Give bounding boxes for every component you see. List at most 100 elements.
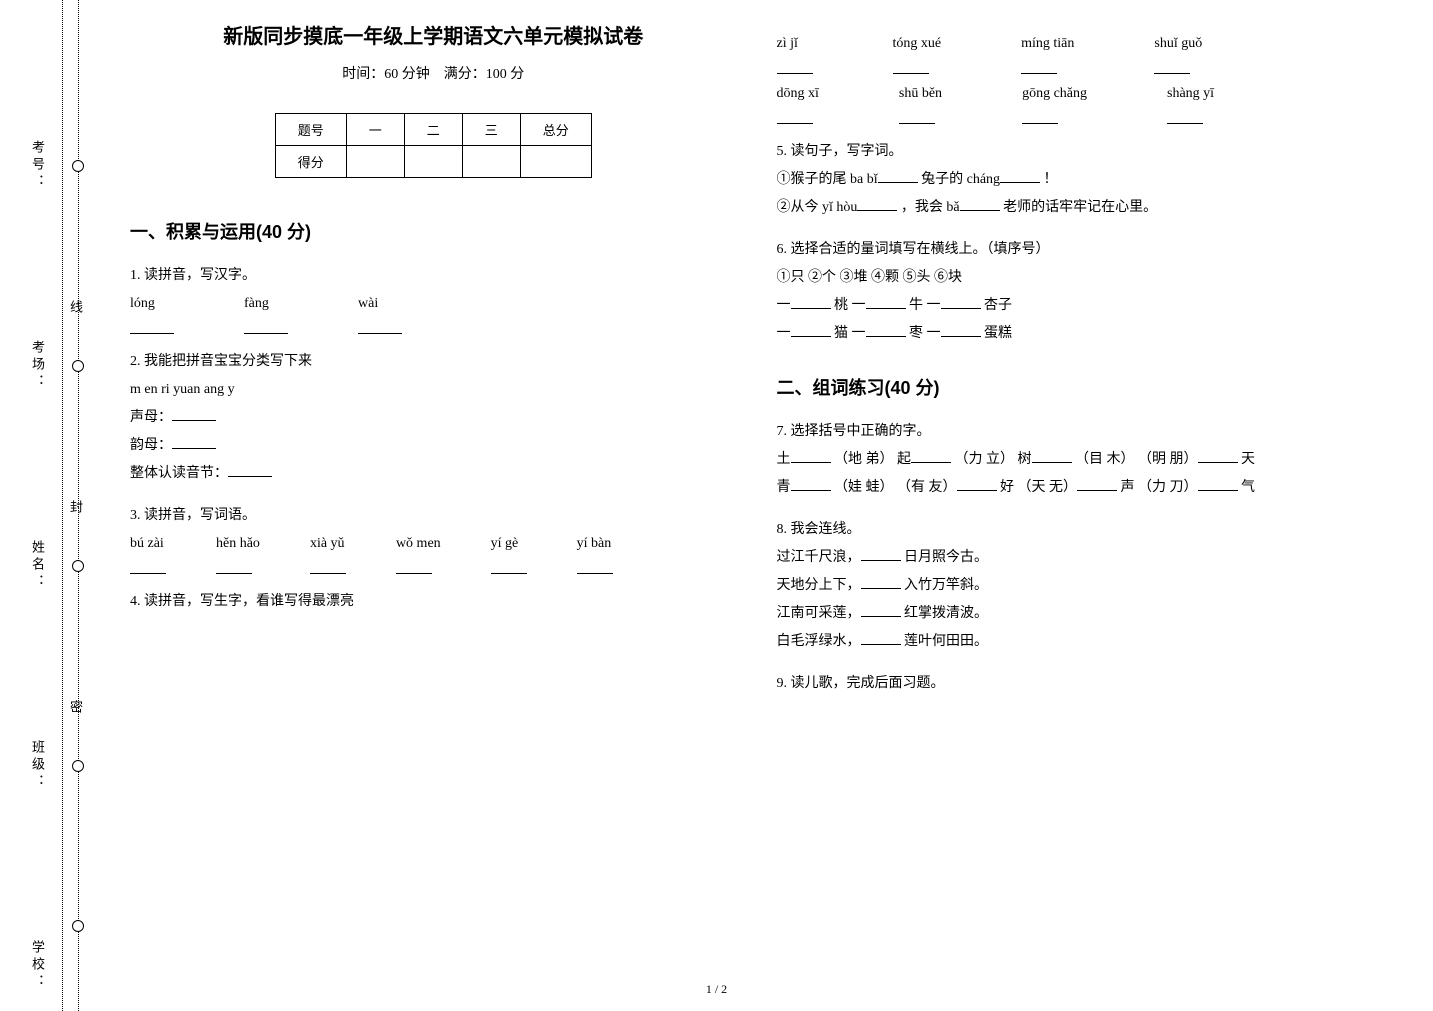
q2-label: 韵母： — [130, 438, 172, 453]
answer-blank[interactable] — [172, 435, 216, 449]
answer-blank[interactable] — [861, 644, 901, 645]
q8-pair: 过江千尺浪， 日月照今古。 — [777, 544, 1384, 572]
score-cell[interactable] — [346, 146, 404, 178]
binding-label-name: 姓名： — [28, 540, 47, 591]
q6-text: 一 — [777, 298, 791, 313]
answer-blank[interactable] — [941, 336, 981, 337]
answer-blank[interactable] — [1198, 462, 1238, 463]
q5-text: 兔子的 cháng — [921, 172, 1000, 187]
q1-item: lóng — [130, 290, 174, 334]
score-cell[interactable] — [462, 146, 520, 178]
q5-text: ①猴子的尾 ba bǐ — [777, 172, 878, 187]
q4-pinyin: shuǐ guǒ — [1154, 30, 1202, 58]
q3-item: bú zài — [130, 530, 166, 574]
q3-stem: 3. 读拼音，写词语。 — [130, 502, 737, 530]
answer-blank[interactable] — [861, 588, 901, 589]
q1-pinyin: fàng — [244, 290, 269, 318]
answer-blank[interactable] — [130, 320, 174, 334]
q8-right: 莲叶何田田。 — [904, 634, 988, 649]
q4-item: shū běn — [899, 80, 942, 124]
score-col-2: 二 — [404, 114, 462, 146]
answer-blank[interactable] — [244, 320, 288, 334]
q3-item: yí gè — [491, 530, 527, 574]
answer-blank[interactable] — [491, 560, 527, 574]
answer-blank[interactable] — [1032, 462, 1072, 463]
q7-line1: 土 （地 弟） 起 （力 立） 树 （目 木） （明 朋） 天 — [777, 446, 1384, 474]
answer-blank[interactable] — [791, 462, 831, 463]
answer-blank[interactable] — [941, 308, 981, 309]
answer-blank[interactable] — [228, 463, 272, 477]
q8-pair: 白毛浮绿水， 莲叶何田田。 — [777, 628, 1384, 656]
answer-blank[interactable] — [791, 308, 831, 309]
q7-text: 好 （天 无） — [1000, 480, 1077, 495]
q8-pair: 天地分上下， 入竹万竿斜。 — [777, 572, 1384, 600]
q1-item: fàng — [244, 290, 288, 334]
answer-blank[interactable] — [172, 407, 216, 421]
q6-text: 桃 一 — [834, 298, 866, 313]
q2-line-zhengti: 整体认读音节： — [130, 460, 737, 488]
answer-blank[interactable] — [866, 336, 906, 337]
answer-blank[interactable] — [1167, 110, 1203, 124]
q6-text: 蛋糕 — [984, 326, 1012, 341]
answer-blank[interactable] — [130, 560, 166, 574]
answer-blank[interactable] — [899, 110, 935, 124]
q1-pinyin: lóng — [130, 290, 155, 318]
answer-blank[interactable] — [1000, 182, 1040, 183]
exam-title: 新版同步摸底一年级上学期语文六单元模拟试卷 — [130, 20, 737, 49]
answer-blank[interactable] — [861, 560, 901, 561]
q1-item: wài — [358, 290, 402, 334]
q5-text: ！ — [1044, 172, 1058, 187]
left-column: 新版同步摸底一年级上学期语文六单元模拟试卷 时间：60 分钟 满分：100 分 … — [110, 20, 757, 971]
answer-blank[interactable] — [216, 560, 252, 574]
score-col-1: 一 — [346, 114, 404, 146]
answer-blank[interactable] — [1077, 490, 1117, 491]
q3-item: wǒ men — [396, 530, 441, 574]
q3-item: hěn hǎo — [216, 530, 260, 574]
section-2-head: 二、组词练习(40 分) — [777, 374, 1384, 400]
answer-blank[interactable] — [861, 616, 901, 617]
q7-line2: 青 （娃 蛙） （有 友） 好 （天 无） 声 （力 刀） 气 — [777, 474, 1384, 502]
answer-blank[interactable] — [358, 320, 402, 334]
answer-blank[interactable] — [777, 110, 813, 124]
q7-text: 土 — [777, 452, 791, 467]
answer-blank[interactable] — [911, 462, 951, 463]
answer-blank[interactable] — [577, 560, 613, 574]
q6-stem: 6. 选择合适的量词填写在横线上。（填序号） — [777, 236, 1384, 264]
q4-item: shuǐ guǒ — [1154, 30, 1202, 74]
answer-blank[interactable] — [1021, 60, 1057, 74]
q2: 2. 我能把拼音宝宝分类写下来 m en ri yuan ang y 声母： 韵… — [130, 348, 737, 488]
answer-blank[interactable] — [878, 182, 918, 183]
q3-item: yí bàn — [577, 530, 613, 574]
answer-blank[interactable] — [866, 308, 906, 309]
q3-pinyin: xià yǔ — [310, 530, 345, 558]
answer-blank[interactable] — [957, 490, 997, 491]
answer-blank[interactable] — [791, 336, 831, 337]
answer-blank[interactable] — [777, 60, 813, 74]
q4-pinyin-row: dōng xī shū běn gōng chǎng shàng yī — [777, 80, 1384, 124]
q4-pinyin: gōng chǎng — [1022, 80, 1087, 108]
answer-blank[interactable] — [857, 210, 897, 211]
section-1-head: 一、积累与运用(40 分) — [130, 218, 737, 244]
answer-blank[interactable] — [1154, 60, 1190, 74]
answer-blank[interactable] — [310, 560, 346, 574]
q8: 8. 我会连线。 过江千尺浪， 日月照今古。 天地分上下， 入竹万竿斜。 江南可… — [777, 516, 1384, 656]
answer-blank[interactable] — [791, 490, 831, 491]
score-value-row: 得分 — [275, 146, 591, 178]
score-cell[interactable] — [404, 146, 462, 178]
q2-line-yunmu: 韵母： — [130, 432, 737, 460]
answer-blank[interactable] — [1022, 110, 1058, 124]
q7-text: （力 立） 树 — [955, 452, 1032, 467]
q5: 5. 读句子，写字词。 ①猴子的尾 ba bǐ 兔子的 cháng ！ ②从今 … — [777, 138, 1384, 222]
binding-circle — [72, 160, 84, 172]
exam-subtitle: 时间：60 分钟 满分：100 分 — [130, 63, 737, 83]
q4-pinyin: tóng xué — [893, 30, 942, 58]
answer-blank[interactable] — [1198, 490, 1238, 491]
binding-label-id: 考号： — [28, 140, 47, 191]
score-cell[interactable] — [520, 146, 591, 178]
seal-char-2: 封 — [66, 500, 85, 517]
answer-blank[interactable] — [396, 560, 432, 574]
q6-text: 猫 一 — [834, 326, 866, 341]
q5-stem: 5. 读句子，写字词。 — [777, 138, 1384, 166]
answer-blank[interactable] — [893, 60, 929, 74]
answer-blank[interactable] — [960, 210, 1000, 211]
